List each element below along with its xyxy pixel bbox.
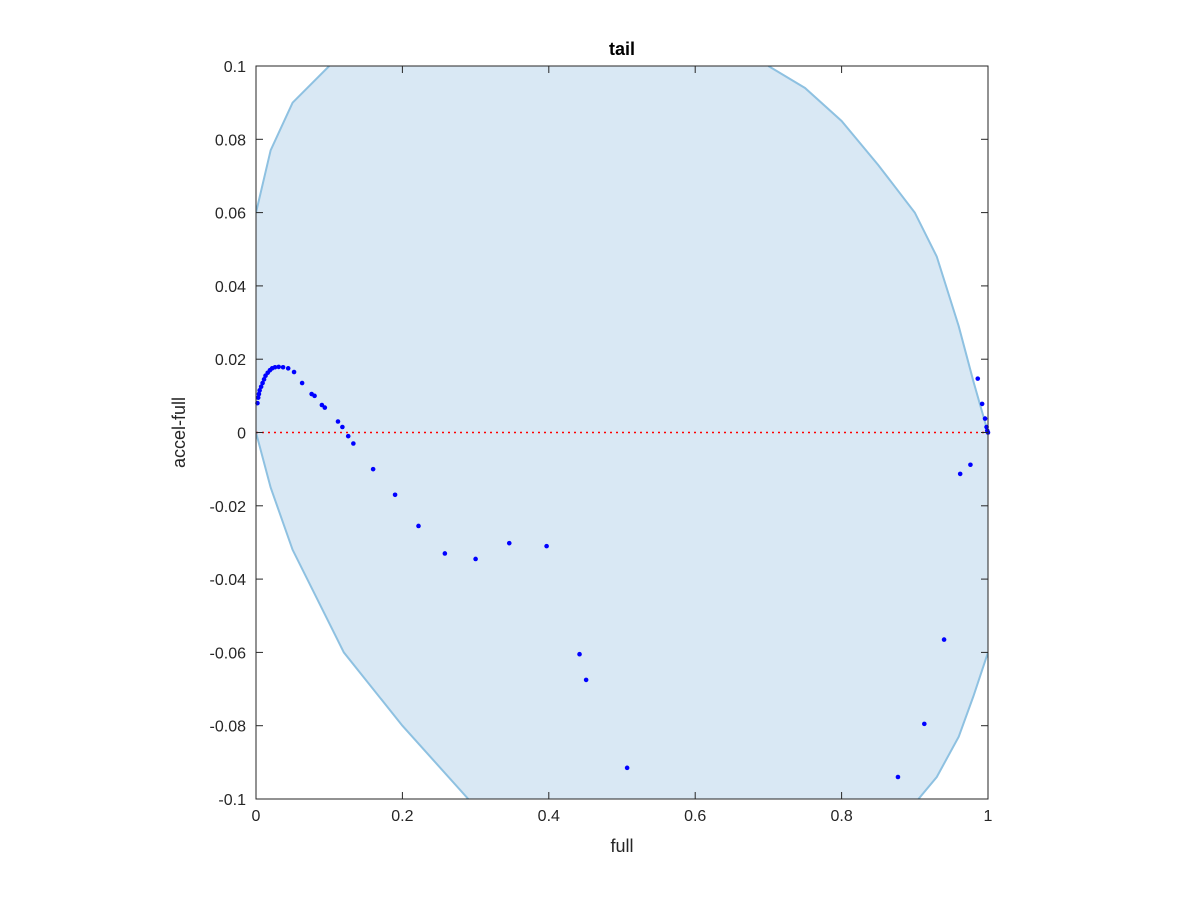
scatter-point	[392, 492, 398, 498]
scatter-point	[340, 424, 345, 430]
scatter-point	[979, 401, 985, 407]
y-tick-label: 0.06	[215, 206, 246, 223]
y-tick-label: -0.06	[210, 645, 247, 662]
scatter-point	[895, 774, 901, 780]
scatter-point	[291, 369, 297, 375]
chart-title: tail	[609, 39, 635, 59]
scatter-point	[261, 377, 267, 382]
x-tick-label: 0.4	[538, 808, 560, 825]
x-axis-label: full	[610, 836, 633, 856]
y-tick-label: 0.04	[215, 279, 246, 296]
ticks-layer: 0 0.2 0.4 0.6 0.8 1 -0.1 -0.08 -0.06 -0.04 -0.02 0 0…	[210, 59, 993, 825]
scatter-point	[370, 466, 376, 472]
x-tick-label: 0.6	[684, 808, 706, 825]
y-axis-label: accel-full	[169, 397, 189, 468]
scatter-point	[506, 540, 512, 546]
region-edge-bottom-left	[256, 432, 470, 799]
scatter-point	[256, 391, 262, 397]
y-tick-label: -0.08	[210, 719, 247, 736]
scatter-point	[285, 366, 291, 371]
scatter-point	[258, 384, 264, 389]
scatter-point	[351, 441, 356, 446]
y-tick-label: -0.02	[210, 499, 247, 516]
y-tick-label: -0.04	[210, 572, 247, 589]
scatter-point	[280, 364, 286, 370]
x-tick-label: 1	[984, 808, 993, 825]
region-edge-bottom-right	[917, 652, 988, 799]
y-tick-label: 0	[237, 426, 246, 443]
scatter-point	[312, 393, 317, 399]
y-tick-label: 0.02	[215, 352, 246, 369]
scatter-point	[624, 765, 630, 771]
x-tick-label: 0.2	[391, 808, 413, 825]
x-tick-label: 0.8	[830, 808, 852, 825]
scatter-point	[416, 523, 421, 529]
scatter-point	[345, 433, 351, 439]
scatter-point	[260, 380, 265, 386]
scatter-point	[941, 637, 947, 642]
scatter-point	[975, 376, 981, 381]
region-edge-top-left	[256, 66, 330, 213]
scatter-point	[255, 395, 261, 400]
scatter-point	[272, 364, 278, 370]
region-edge-top-right	[767, 66, 988, 433]
scatter-point	[982, 416, 988, 421]
scatter-point	[335, 419, 341, 424]
y-tick-label: -0.1	[218, 792, 246, 809]
scatter-point	[257, 388, 262, 393]
x-tick-label: 0	[252, 808, 261, 825]
scatter-points-layer	[255, 364, 991, 780]
scatter-point	[968, 462, 973, 468]
scatter-point	[299, 380, 305, 386]
scatter-point	[577, 651, 582, 657]
scatter-point	[473, 556, 478, 562]
y-tick-label: 0.1	[224, 59, 246, 76]
scatter-point	[583, 677, 589, 683]
scatter-point	[322, 405, 328, 410]
scatter-point	[442, 551, 448, 556]
scatter-point	[544, 543, 549, 549]
y-tick-label: 0.08	[215, 132, 246, 149]
scatter-point	[276, 364, 281, 370]
scatter-point	[957, 471, 963, 477]
scatter-point	[922, 721, 927, 727]
